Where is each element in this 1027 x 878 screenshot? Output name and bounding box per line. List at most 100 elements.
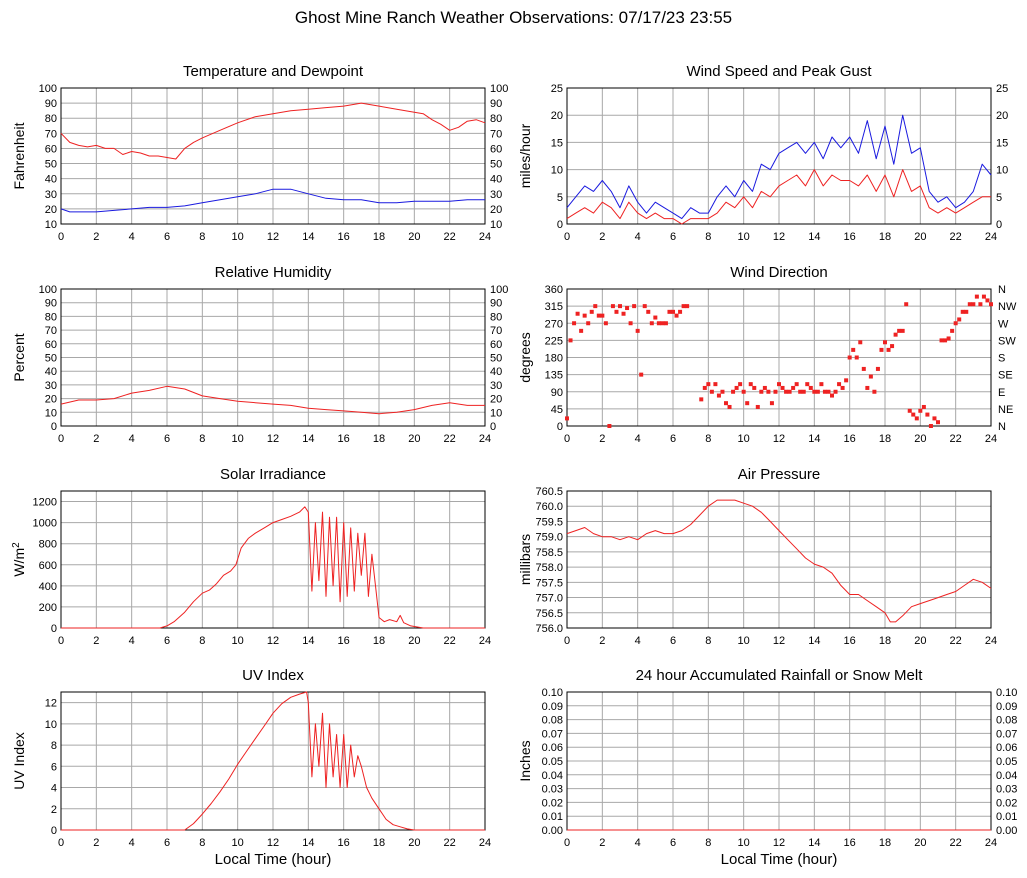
y-tick-label: 6 <box>51 761 57 773</box>
x-tick-label: 18 <box>879 837 891 849</box>
x-tick-label: 20 <box>914 433 926 445</box>
direction-point <box>671 309 675 314</box>
y-tick-label: 4 <box>51 783 57 795</box>
temperature-frame <box>60 87 486 225</box>
x-tick-label: 8 <box>199 837 205 849</box>
y-tick-label: 60 <box>45 339 57 351</box>
direction-point <box>769 401 774 406</box>
direction-point <box>854 355 859 360</box>
x-tick-label: 2 <box>93 837 99 849</box>
y-tick-label-right: 25 <box>996 83 1008 95</box>
x-tick-label: 24 <box>479 433 491 445</box>
y-tick-label-right: 0.03 <box>996 784 1017 796</box>
x-tick-label: 8 <box>199 635 205 647</box>
x-tick-label: 6 <box>670 837 676 849</box>
x-tick-label: 10 <box>738 231 750 243</box>
x-tick-label: 2 <box>599 231 605 243</box>
x-tick-label: 0 <box>564 433 570 445</box>
x-tick-label: 6 <box>164 837 170 849</box>
y-tick-label: 135 <box>545 370 563 382</box>
y-tick-label-right: 0.10 <box>996 687 1017 699</box>
y-tick-label: 50 <box>45 159 57 171</box>
direction-point <box>875 366 880 371</box>
wind-speed-ylabel: miles/hour <box>517 123 533 188</box>
direction-point <box>886 347 891 352</box>
humidity-title: Relative Humidity <box>215 264 332 281</box>
direction-point <box>911 412 916 417</box>
y-tick-label: 270 <box>545 318 563 330</box>
x-tick-label: 24 <box>479 837 491 849</box>
y-tick-label: 0.02 <box>542 797 563 809</box>
pressure-series-line-1 <box>566 499 992 623</box>
y-tick-label: 315 <box>545 301 563 313</box>
x-tick-label: 4 <box>635 837 641 849</box>
x-tick-label: 6 <box>670 635 676 647</box>
y-tick-label: 50 <box>45 353 57 365</box>
y-tick-label: 10 <box>45 219 57 231</box>
x-tick-label: 16 <box>338 635 350 647</box>
direction-point <box>773 389 778 394</box>
direction-point <box>925 412 930 417</box>
direction-point <box>794 382 799 387</box>
x-tick-label: 8 <box>705 837 711 849</box>
y-tick-label: 600 <box>39 560 57 572</box>
direction-point <box>596 313 601 318</box>
y-tick-label-right: 0.06 <box>996 742 1017 754</box>
direction-point <box>858 340 863 345</box>
y-tick-label: 80 <box>45 113 57 125</box>
x-tick-label: 4 <box>129 635 135 647</box>
y-tick-label: 758.5 <box>535 547 563 559</box>
x-tick-label: 8 <box>705 433 711 445</box>
direction-point <box>918 408 923 413</box>
compass-label: E <box>998 387 1005 399</box>
y-tick-label-right: 40 <box>490 174 502 186</box>
direction-point <box>837 382 842 387</box>
direction-point <box>791 385 796 390</box>
direction-point <box>921 404 926 409</box>
x-tick-label: 22 <box>444 837 456 849</box>
direction-point <box>716 393 721 398</box>
x-tick-label: 0 <box>564 231 570 243</box>
direction-point <box>893 332 898 337</box>
wind-speed-title: Wind Speed and Peak Gust <box>686 63 872 80</box>
y-tick-label-right: 0.01 <box>996 811 1017 823</box>
direction-point <box>822 389 827 394</box>
solar-title: Solar Irradiance <box>220 466 326 483</box>
y-tick-label: 0 <box>557 219 563 231</box>
x-tick-label: 2 <box>93 433 99 445</box>
x-tick-label: 12 <box>267 635 279 647</box>
x-tick-label: 20 <box>914 635 926 647</box>
pressure-frame <box>566 490 992 629</box>
humidity-ylabel: Percent <box>11 333 27 381</box>
y-tick-label: 70 <box>45 325 57 337</box>
direction-point <box>593 304 598 309</box>
y-tick-label: 360 <box>545 284 563 296</box>
direction-point <box>872 389 877 394</box>
x-tick-label: 22 <box>950 635 962 647</box>
x-tick-label: 12 <box>773 635 785 647</box>
y-tick-label: 90 <box>45 98 57 110</box>
x-tick-label: 6 <box>164 635 170 647</box>
direction-point <box>830 393 834 398</box>
x-tick-label: 4 <box>129 231 135 243</box>
x-tick-label: 0 <box>58 231 64 243</box>
y-tick-label-right: 10 <box>490 219 502 231</box>
direction-point <box>632 304 637 309</box>
x-tick-label: 4 <box>635 231 641 243</box>
x-tick-label: 24 <box>985 231 997 243</box>
y-tick-label: 60 <box>45 143 57 155</box>
y-tick-label: 0.00 <box>542 825 563 837</box>
y-tick-label: 1200 <box>33 497 57 509</box>
direction-point <box>833 389 838 394</box>
x-tick-label: 10 <box>232 231 244 243</box>
direction-point <box>713 382 718 387</box>
wind-direction-frame <box>566 288 992 427</box>
x-tick-label: 24 <box>985 433 997 445</box>
direction-point <box>844 378 849 383</box>
direction-point <box>702 385 707 390</box>
direction-point <box>642 304 647 309</box>
